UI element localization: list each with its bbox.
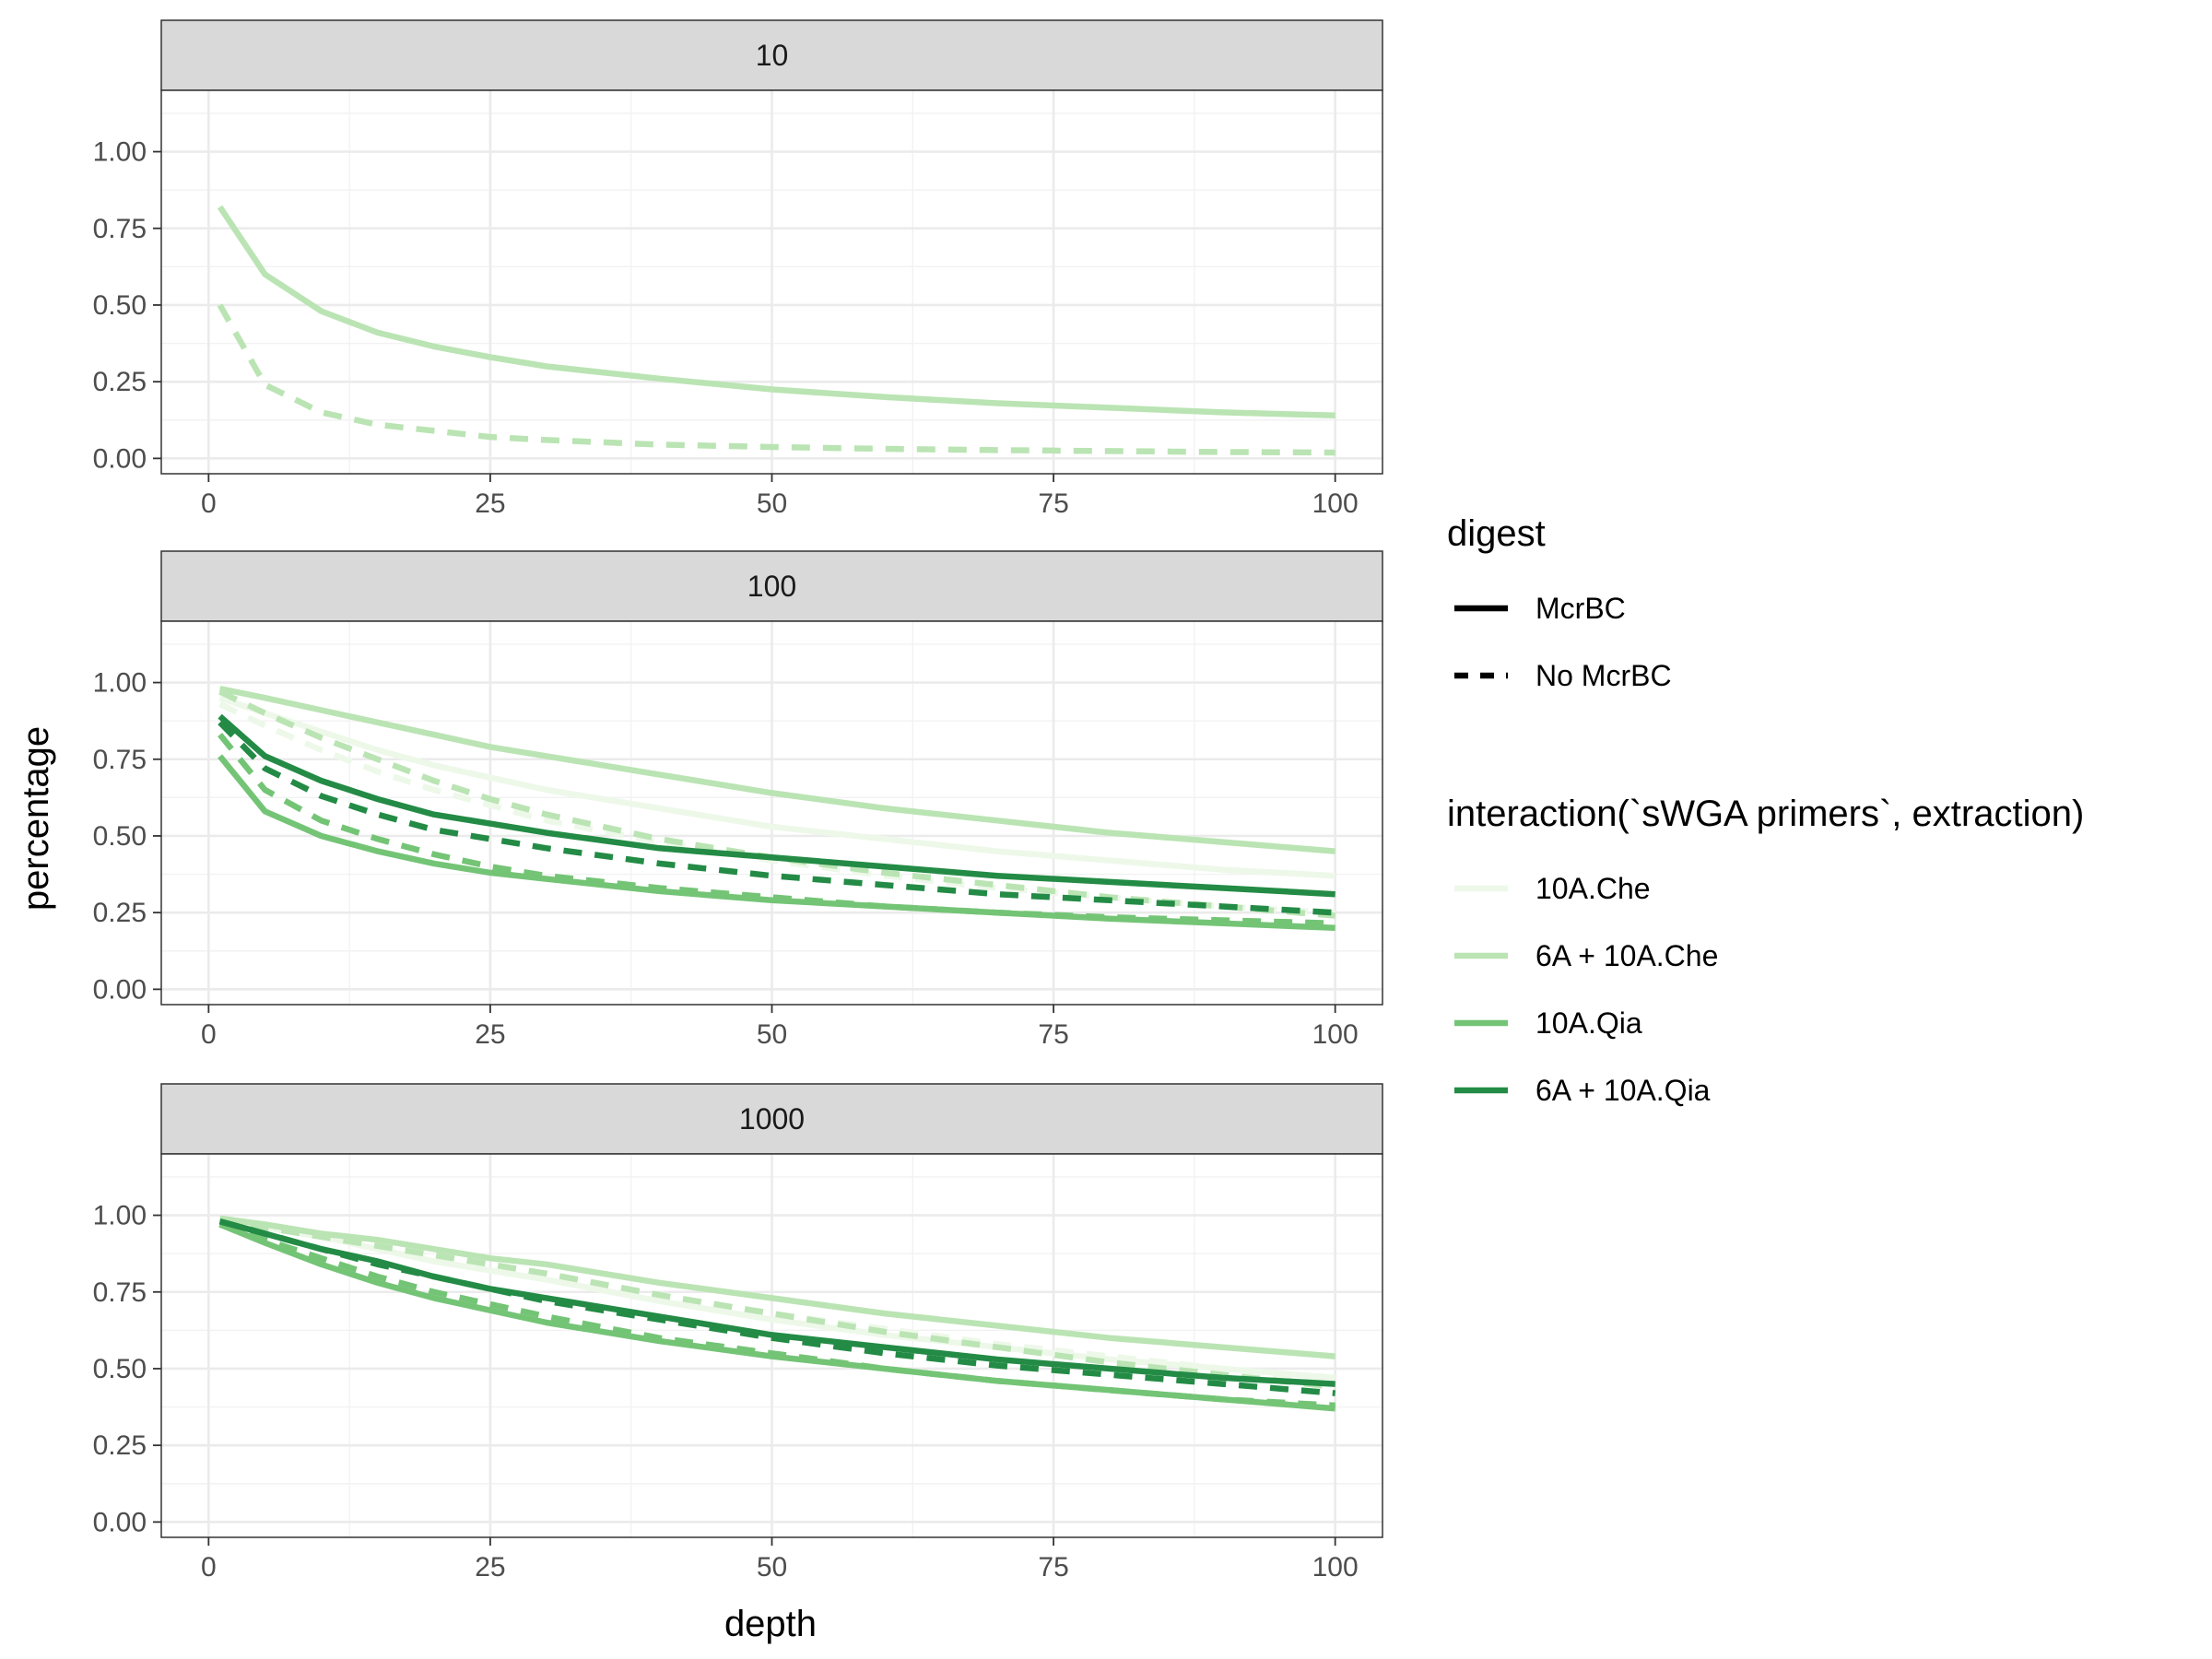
y-tick-label: 1.00 — [93, 137, 147, 168]
facet-panels: 100.000.250.500.751.000 25 50 75 1001000.000… — [93, 19, 1383, 1583]
x-tick-label: 50 — [757, 1019, 787, 1050]
legend-item-6a-10a-qia: 6A + 10A.Qia — [1454, 1074, 1711, 1107]
y-tick-label: 1.00 — [93, 1201, 147, 1231]
legend-label: 6A + 10A.Qia — [1535, 1074, 1711, 1107]
legend-interaction-title: interaction(`sWGA primers`, extraction) — [1447, 794, 2084, 834]
gridlines — [161, 90, 1382, 474]
x-tick-label: 50 — [757, 488, 787, 519]
facet-strip — [160, 1083, 1383, 1155]
axes: 0.00 0.25 0.50 0.75 1.00 0 25 50 75 100 — [93, 1201, 1359, 1583]
y-tick-label: 0.00 — [93, 1507, 147, 1537]
x-tick-label: 75 — [1038, 488, 1068, 519]
y-axis-title: percentage — [16, 726, 56, 911]
legend-label: 10A.Qia — [1535, 1006, 1642, 1040]
gridlines — [161, 621, 1382, 1005]
series-line-6a-10a-qia-mcrbc — [218, 713, 1335, 898]
y-tick-label: 0.25 — [93, 367, 147, 397]
legend-digest-items: McrBC No McrBC — [1454, 592, 1672, 692]
legend-label: McrBC — [1535, 592, 1626, 625]
x-tick-label: 25 — [475, 1552, 505, 1583]
y-tick-label: 0.75 — [93, 745, 147, 775]
x-tick-label: 100 — [1312, 1019, 1359, 1050]
series-line-6a-10a-che-mcrbc — [219, 1215, 1335, 1359]
x-axis-title: depth — [724, 1604, 817, 1644]
facet-strip-label: 10 — [756, 39, 789, 72]
series-line-6a-10a-qia-no-mcrbc — [218, 720, 1335, 916]
series-lines — [218, 686, 1335, 932]
axes: 0.00 0.25 0.50 0.75 1.00 0 25 50 75 100 — [93, 668, 1359, 1050]
legend: digest McrBC No McrBC interaction(`sWGA p… — [1447, 513, 2084, 1107]
x-tick-label: 25 — [475, 1019, 505, 1050]
series-line-6a-10a-qia-no-mcrbc — [218, 1218, 1335, 1396]
x-tick-label: 50 — [757, 1552, 787, 1583]
legend-item-10a-che: 10A.Che — [1454, 872, 1651, 905]
y-tick-label: 0.25 — [93, 1430, 147, 1461]
series-line-10a-qia-no-mcrbc — [218, 733, 1335, 927]
legend-label: No McrBC — [1535, 659, 1672, 692]
facet-panel-10: 10 0.00 0.25 0.50 0.75 1.00 0 25 50 75 100 — [93, 19, 1383, 519]
facet-strip-label: 1000 — [739, 1102, 805, 1135]
y-tick-label: 0.50 — [93, 290, 147, 321]
x-tick-label: 25 — [475, 488, 505, 519]
legend-item-mcrbc: McrBC — [1454, 592, 1626, 625]
facet-strip — [160, 550, 1383, 622]
legend-item-6a-10a-che: 6A + 10A.Che — [1454, 939, 1718, 972]
x-tick-label: 100 — [1312, 1552, 1359, 1583]
y-tick-label: 0.75 — [93, 1277, 147, 1308]
series-line-6a-10a-qia-mcrbc — [218, 1218, 1335, 1387]
x-tick-label: 75 — [1038, 1019, 1068, 1050]
series-lines — [217, 205, 1335, 456]
y-tick-label: 0.25 — [93, 898, 147, 928]
y-tick-label: 0.00 — [93, 974, 147, 1005]
x-tick-label: 100 — [1312, 488, 1359, 519]
series-line-10a-che-mcrbc — [218, 695, 1335, 879]
legend-digest-title: digest — [1447, 513, 1546, 554]
x-tick-label: 0 — [201, 488, 217, 519]
legend-label: 10A.Che — [1535, 872, 1651, 905]
facet-panel-1000: 1000 0.00 0.25 0.50 0.75 1.00 0 25 50 75 100 — [93, 1083, 1383, 1583]
series-line-6a-10a-che-no-mcrbc — [217, 303, 1335, 456]
series-line-6a-10a-che-mcrbc — [217, 205, 1335, 419]
legend-item-10a-qia: 10A.Qia — [1454, 1006, 1642, 1040]
x-tick-label: 0 — [201, 1019, 217, 1050]
y-tick-label: 0.50 — [93, 821, 147, 852]
legend-item-no-mcrbc: No McrBC — [1454, 659, 1672, 692]
facet-panel-100: 100 0.00 0.25 0.50 0.75 1.00 0 25 50 75 100 — [93, 550, 1383, 1050]
series-line-10a-qia-no-mcrbc — [218, 1221, 1335, 1409]
x-tick-label: 0 — [201, 1552, 217, 1583]
gridlines — [161, 1154, 1382, 1537]
x-tick-label: 75 — [1038, 1552, 1068, 1583]
y-tick-label: 1.00 — [93, 668, 147, 699]
series-lines — [218, 1215, 1336, 1412]
series-line-6a-10a-che-mcrbc — [218, 686, 1335, 854]
y-tick-label: 0.00 — [93, 443, 147, 474]
y-tick-label: 0.50 — [93, 1354, 147, 1384]
y-tick-label: 0.75 — [93, 214, 147, 244]
series-line-6a-10a-che-no-mcrbc — [218, 1215, 1336, 1391]
legend-interaction-items: 10A.Che 6A + 10A.Che 10A.Qia 6A + 10A.Qia — [1454, 872, 1718, 1107]
legend-label: 6A + 10A.Che — [1535, 939, 1718, 972]
axes: 0.00 0.25 0.50 0.75 1.00 0 25 50 75 100 — [93, 137, 1359, 519]
facet-strip — [160, 19, 1383, 91]
facet-strip-label: 100 — [747, 570, 796, 603]
